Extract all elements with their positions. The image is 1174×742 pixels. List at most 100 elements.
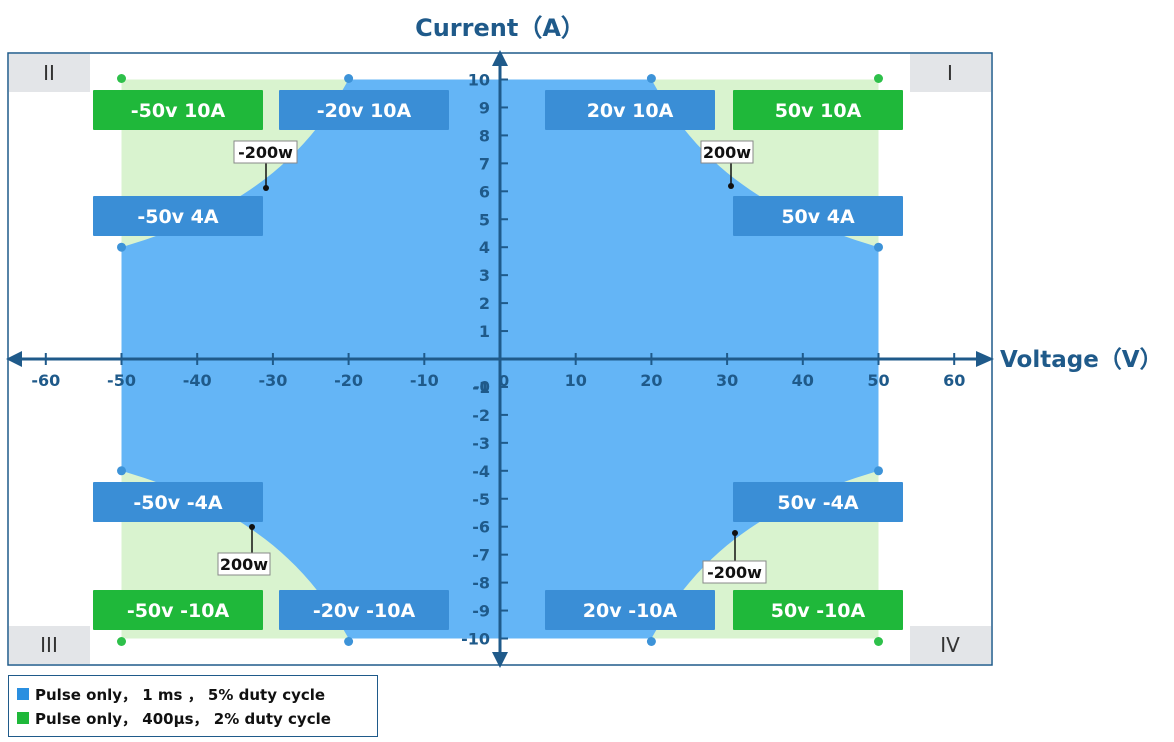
y-tick-label: -3 [472, 434, 490, 453]
point-label: 20v -10A [583, 600, 678, 622]
quadrant-label: III [40, 633, 58, 657]
data-point [646, 74, 656, 83]
y-axis-arrow-top [492, 50, 508, 66]
data-point [874, 74, 883, 83]
power-label: 200w [220, 555, 268, 574]
y-axis-title: Current（A） [415, 14, 585, 42]
power-point [728, 183, 734, 189]
data-point [646, 637, 656, 646]
data-point [117, 637, 126, 646]
quadrant-box [910, 626, 991, 664]
y-tick-label: -5 [472, 490, 490, 509]
y-tick-label-zero: -0 [473, 378, 490, 396]
legend-label: Pulse only， 400µs， 2% duty cycle [35, 709, 331, 728]
quadrant-label: II [43, 61, 55, 85]
point-label: 50v 4A [781, 206, 855, 228]
x-axis-arrow-right [976, 351, 994, 367]
power-label-box [700, 140, 754, 164]
y-axis-arrow-bottom [492, 652, 508, 668]
power-label: 200w [703, 143, 751, 162]
x-axis-title: Voltage（V） [1000, 346, 1163, 373]
y-tick-label: 4 [479, 238, 490, 257]
y-tick-label: -6 [472, 518, 490, 537]
data-point [117, 242, 126, 252]
x-tick-label-zero: 0 [499, 372, 509, 390]
point-label: -50v 4A [137, 206, 219, 228]
data-point [344, 637, 354, 646]
y-tick-label: 2 [479, 294, 490, 313]
point-label: -50v -10A [127, 600, 230, 622]
point-label: -50v 10A [131, 100, 226, 122]
power-point [263, 185, 269, 191]
point-label-box [733, 482, 903, 522]
power-point [732, 530, 738, 536]
point-label: 20v 10A [587, 100, 674, 122]
data-point [874, 466, 883, 476]
y-tick-label: 3 [479, 266, 490, 285]
y-tick-label: 1 [479, 322, 490, 341]
point-label: 50v -10A [771, 600, 866, 622]
quadrant-box [9, 626, 90, 664]
point-label-box [545, 90, 715, 130]
x-tick-label: 40 [792, 371, 814, 390]
y-tick-label: 9 [479, 98, 490, 117]
point-label: -50v -4A [133, 492, 222, 514]
power-label-box [233, 140, 298, 164]
data-point [117, 74, 126, 83]
quadrant-label: IV [940, 633, 960, 657]
y-tick-label: 5 [479, 210, 490, 229]
y-tick-label: -1 [472, 378, 490, 397]
x-axis-arrow-left [6, 351, 22, 367]
point-label-box [545, 590, 715, 630]
legend-item: Pulse only， 400µs， 2% duty cycle [17, 706, 369, 730]
data-point [117, 466, 126, 476]
data-point [874, 637, 883, 646]
y-tick-label: -4 [472, 462, 490, 481]
x-tick-label: 10 [565, 371, 587, 390]
quadrant-box [910, 54, 991, 92]
point-label: -20v 10A [317, 100, 412, 122]
point-label-box [733, 90, 903, 130]
legend-swatch-green [17, 712, 29, 724]
x-tick-label: 20 [640, 371, 662, 390]
power-point [249, 524, 255, 530]
quadrant-box [9, 54, 90, 92]
x-tick-label: 60 [943, 371, 965, 390]
point-label-box [733, 590, 903, 630]
y-tick-label: 8 [479, 126, 490, 145]
point-label: -20v -10A [313, 600, 416, 622]
y-tick-label: 6 [479, 182, 490, 201]
point-label-box [93, 90, 263, 130]
point-label-box [733, 196, 903, 236]
x-tick-label: -10 [410, 371, 439, 390]
x-tick-label: -40 [183, 371, 212, 390]
legend-item: Pulse only， 1 ms ， 5% duty cycle [17, 682, 369, 706]
legend: Pulse only， 1 ms ， 5% duty cycle Pulse o… [8, 675, 378, 737]
point-label: 50v 10A [775, 100, 862, 122]
x-tick-label: -20 [334, 371, 363, 390]
y-tick-label: 10 [468, 71, 490, 90]
x-tick-label: -60 [31, 371, 60, 390]
power-label-box [217, 552, 271, 576]
point-label-box [93, 196, 263, 236]
power-label-box [702, 560, 767, 584]
point-label-box [93, 590, 263, 630]
data-point [344, 74, 354, 83]
y-tick-label: 7 [479, 154, 490, 173]
y-tick-label: -2 [472, 406, 490, 425]
y-tick-label: -10 [461, 630, 490, 649]
x-tick-label: -50 [107, 371, 136, 390]
point-label-box [279, 590, 449, 630]
legend-label: Pulse only， 1 ms ， 5% duty cycle [35, 685, 326, 704]
x-tick-label: 30 [716, 371, 738, 390]
legend-swatch-blue [17, 688, 29, 700]
data-point [874, 242, 883, 252]
quadrant-label: I [947, 61, 953, 85]
power-label: -200w [238, 143, 293, 162]
y-tick-label: -9 [472, 602, 490, 621]
y-tick-label: -8 [472, 574, 490, 593]
point-label-box [279, 90, 449, 130]
point-label: 50v -4A [777, 492, 859, 514]
